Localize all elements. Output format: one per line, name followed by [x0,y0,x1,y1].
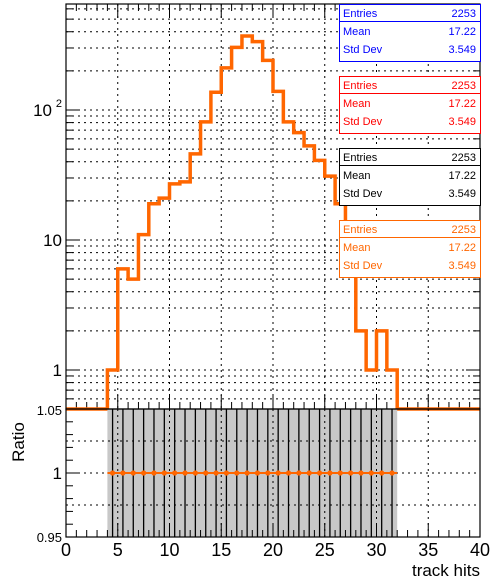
stat-box-orange: Entries 2253 Mean 17.22 Std Dev 3.549 [339,220,481,278]
stat-row-mean: Mean 17.22 [343,96,476,112]
y-tick-label-exponent: 2 [56,98,62,110]
top-y-tick-labels: 1 10 10 2 [33,98,62,380]
x-tick-label: 30 [366,540,386,560]
ratio-point [316,470,323,476]
stat-row-std-dev: Std Dev 3.549 [343,114,476,130]
ratio-point [358,470,364,476]
ratio-point [192,470,198,476]
stat-label: Mean [343,242,371,254]
x-tick-label: 15 [211,540,231,560]
stat-value: 2253 [451,224,476,236]
stat-label: Entries [343,224,378,236]
stat-value: 2253 [451,8,476,20]
ratio-point [389,470,395,476]
ratio-point [203,470,209,476]
ratio-point [327,470,333,476]
stat-row-entries: Entries 2253 [343,222,476,238]
x-tick-label: 20 [263,540,283,560]
stat-row-std-dev: Std Dev 3.549 [343,42,476,58]
stat-row-entries: Entries 2253 [343,78,476,94]
ratio-y-tick-label: 1.05 [37,403,62,418]
x-axis-label: track hits [412,561,480,580]
x-tick-label: 25 [315,540,335,560]
ratio-point [130,470,136,476]
stat-value: 17.22 [448,242,476,254]
x-tick-label: 0 [61,540,71,560]
stat-value: 3.549 [448,116,476,128]
stat-separator [340,165,480,166]
y-tick-label: 1 [53,361,62,380]
x-tick-label: 10 [159,540,179,560]
stat-value: 3.549 [448,44,476,56]
ratio-y-tick-label: 1 [53,464,62,483]
stat-row-mean: Mean 17.22 [343,168,476,184]
ratio-point [348,470,354,476]
stat-row-mean: Mean 17.22 [343,240,476,256]
histogram-step-line [66,34,480,411]
ratio-point [172,470,178,476]
y-tick-label: 10 [33,101,52,120]
x-tick-label: 40 [470,540,490,560]
ratio-point [141,470,147,476]
ratio-point [120,470,126,476]
stat-separator [340,237,480,238]
stat-row-entries: Entries 2253 [343,150,476,166]
stat-label: Mean [343,170,371,182]
stat-label: Entries [343,8,378,20]
y-tick-label: 10 [43,231,62,250]
x-tick-label: 35 [418,540,438,560]
stat-label: Std Dev [343,188,383,200]
stat-label: Std Dev [343,44,383,56]
stat-label: Std Dev [343,116,383,128]
ratio-point [368,470,374,476]
ratio-point [213,470,219,476]
stat-label: Entries [343,152,378,164]
x-tick-labels: 0 5 10 15 20 25 30 35 40 [61,540,490,560]
ratio-point [337,470,343,476]
stat-box-black: Entries 2253 Mean 17.22 Std Dev 3.549 [339,148,481,206]
ratio-y-axis-label: Ratio [9,422,28,462]
ratio-point [151,470,157,476]
x-tick-label: 5 [113,540,123,560]
ratio-point [379,470,385,476]
stat-value: 3.549 [448,260,476,272]
ratio-point [182,470,188,476]
stat-value: 17.22 [448,170,476,182]
stat-box-red: Entries 2253 Mean 17.22 Std Dev 3.549 [339,76,481,134]
ratio-point [275,470,281,476]
stat-label: Entries [343,80,378,92]
ratio-point [296,470,302,476]
ratio-point [254,470,261,476]
ratio-plot-frame [65,408,481,538]
stat-value: 3.549 [448,188,476,200]
ratio-point [161,470,167,476]
ratio-point [306,470,312,476]
ratio-y-tick-label: 0.95 [37,530,62,545]
stat-value: 2253 [451,80,476,92]
ratio-point [285,470,292,476]
stat-row-std-dev: Std Dev 3.549 [343,186,476,202]
ratio-y-tick-labels: 0.95 1 1.05 [37,403,62,545]
stat-value: 2253 [451,152,476,164]
ratio-points [107,409,398,537]
stat-label: Mean [343,98,371,110]
ratio-point [223,470,230,476]
top-histogram [66,34,480,411]
stat-row-entries: Entries 2253 [343,6,476,22]
stat-label: Std Dev [343,260,383,272]
ratio-point [109,470,116,476]
ratio-point [244,470,250,476]
ratio-point [265,470,271,476]
stat-separator [340,93,480,94]
stat-value: 17.22 [448,98,476,110]
stat-row-std-dev: Std Dev 3.549 [343,258,476,274]
stat-row-mean: Mean 17.22 [343,24,476,40]
stat-separator [340,21,480,22]
stat-box-blue: Entries 2253 Mean 17.22 Std Dev 3.549 [339,4,481,62]
stat-label: Mean [343,26,371,38]
stat-value: 17.22 [448,26,476,38]
ratio-point [234,470,240,476]
